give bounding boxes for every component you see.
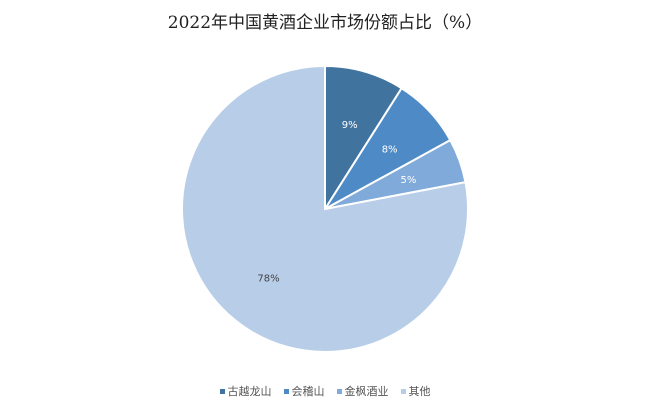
- legend: 古越龙山 会稽山 金枫酒业 其他: [0, 383, 650, 399]
- data-label-3: 78%: [257, 273, 279, 284]
- legend-swatch: [336, 388, 342, 394]
- legend-label: 会稽山: [291, 385, 325, 398]
- legend-label: 金枫酒业: [344, 385, 389, 398]
- data-label-2: 5%: [400, 175, 416, 186]
- legend-swatch: [283, 388, 289, 394]
- pie-slice-0: [324, 64, 404, 213]
- legend-item: 古越龙山: [219, 383, 272, 399]
- legend-swatch: [219, 388, 225, 394]
- legend-label: 古越龙山: [227, 385, 272, 398]
- legend-swatch: [400, 388, 406, 394]
- pie-slice-3: [181, 64, 469, 353]
- legend-item: 会稽山: [283, 383, 325, 399]
- data-label-1: 8%: [382, 144, 398, 155]
- chart-title: 2022年中国黄酒企业市场份额占比（%）: [167, 13, 483, 33]
- legend-label: 其他: [408, 385, 431, 398]
- legend-item: 金枫酒业: [336, 383, 389, 399]
- legend-item: 其他: [400, 383, 431, 399]
- data-label-0: 9%: [342, 120, 358, 131]
